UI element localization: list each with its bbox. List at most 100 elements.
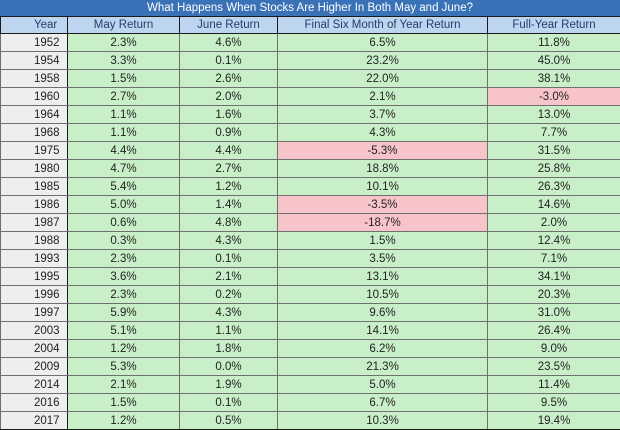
cell-may-return[interactable]: 2.3% [68,250,180,268]
cell-year[interactable]: 1997 [1,304,68,322]
cell-full-year-return[interactable]: 38.1% [488,70,620,88]
cell-final-six-month-return[interactable]: -18.7% [278,214,488,232]
cell-june-return[interactable]: 4.3% [180,304,278,322]
cell-year[interactable]: 2004 [1,340,68,358]
column-header-full-year-return[interactable]: Full-Year Return [488,17,620,34]
cell-may-return[interactable]: 5.3% [68,358,180,376]
cell-may-return[interactable]: 5.9% [68,304,180,322]
cell-full-year-return[interactable]: 11.4% [488,376,620,394]
cell-full-year-return[interactable]: 31.5% [488,142,620,160]
cell-june-return[interactable]: 1.4% [180,196,278,214]
cell-may-return[interactable]: 4.7% [68,160,180,178]
cell-may-return[interactable]: 1.5% [68,394,180,412]
cell-may-return[interactable]: 2.3% [68,286,180,304]
cell-final-six-month-return[interactable]: 3.7% [278,106,488,124]
cell-full-year-return[interactable]: 14.6% [488,196,620,214]
cell-year[interactable]: 2016 [1,394,68,412]
cell-final-six-month-return[interactable]: 10.3% [278,412,488,430]
cell-final-six-month-return[interactable]: 5.0% [278,376,488,394]
cell-final-six-month-return[interactable]: 13.1% [278,268,488,286]
cell-full-year-return[interactable]: 34.1% [488,268,620,286]
cell-final-six-month-return[interactable]: 6.7% [278,394,488,412]
cell-may-return[interactable]: 2.7% [68,88,180,106]
cell-june-return[interactable]: 2.1% [180,268,278,286]
cell-year[interactable]: 1960 [1,88,68,106]
cell-june-return[interactable]: 0.9% [180,124,278,142]
cell-final-six-month-return[interactable]: 6.2% [278,340,488,358]
cell-june-return[interactable]: 4.3% [180,232,278,250]
cell-year[interactable]: 1987 [1,214,68,232]
cell-june-return[interactable]: 0.1% [180,250,278,268]
cell-final-six-month-return[interactable]: -5.3% [278,142,488,160]
cell-year[interactable]: 2014 [1,376,68,394]
cell-full-year-return[interactable]: 9.0% [488,340,620,358]
cell-may-return[interactable]: 0.3% [68,232,180,250]
cell-full-year-return[interactable]: 45.0% [488,52,620,70]
cell-full-year-return[interactable]: 23.5% [488,358,620,376]
cell-year[interactable]: 2009 [1,358,68,376]
cell-full-year-return[interactable]: 7.7% [488,124,620,142]
cell-june-return[interactable]: 1.8% [180,340,278,358]
cell-year[interactable]: 1958 [1,70,68,88]
column-header-may-return[interactable]: May Return [68,17,180,34]
cell-june-return[interactable]: 0.5% [180,412,278,430]
cell-final-six-month-return[interactable]: 2.1% [278,88,488,106]
cell-june-return[interactable]: 1.6% [180,106,278,124]
cell-final-six-month-return[interactable]: 14.1% [278,322,488,340]
cell-final-six-month-return[interactable]: 23.2% [278,52,488,70]
cell-final-six-month-return[interactable]: 22.0% [278,70,488,88]
cell-full-year-return[interactable]: 26.3% [488,178,620,196]
cell-year[interactable]: 1975 [1,142,68,160]
cell-may-return[interactable]: 5.0% [68,196,180,214]
cell-year[interactable]: 1996 [1,286,68,304]
cell-june-return[interactable]: 1.2% [180,178,278,196]
cell-june-return[interactable]: 4.4% [180,142,278,160]
cell-year[interactable]: 1986 [1,196,68,214]
cell-year[interactable]: 1985 [1,178,68,196]
cell-full-year-return[interactable]: 2.0% [488,214,620,232]
cell-may-return[interactable]: 5.4% [68,178,180,196]
cell-may-return[interactable]: 3.3% [68,52,180,70]
cell-may-return[interactable]: 1.2% [68,412,180,430]
cell-june-return[interactable]: 0.2% [180,286,278,304]
cell-year[interactable]: 2003 [1,322,68,340]
cell-final-six-month-return[interactable]: 18.8% [278,160,488,178]
cell-full-year-return[interactable]: 9.5% [488,394,620,412]
cell-june-return[interactable]: 2.0% [180,88,278,106]
cell-year[interactable]: 2017 [1,412,68,430]
cell-full-year-return[interactable]: 12.4% [488,232,620,250]
cell-year[interactable]: 1952 [1,34,68,52]
cell-final-six-month-return[interactable]: -3.5% [278,196,488,214]
cell-year[interactable]: 1995 [1,268,68,286]
cell-june-return[interactable]: 1.9% [180,376,278,394]
cell-final-six-month-return[interactable]: 10.1% [278,178,488,196]
cell-final-six-month-return[interactable]: 10.5% [278,286,488,304]
cell-full-year-return[interactable]: 20.3% [488,286,620,304]
cell-june-return[interactable]: 4.8% [180,214,278,232]
cell-full-year-return[interactable]: 26.4% [488,322,620,340]
cell-may-return[interactable]: 2.1% [68,376,180,394]
cell-full-year-return[interactable]: 11.8% [488,34,620,52]
cell-year[interactable]: 1988 [1,232,68,250]
cell-may-return[interactable]: 3.6% [68,268,180,286]
cell-full-year-return[interactable]: 13.0% [488,106,620,124]
cell-may-return[interactable]: 2.3% [68,34,180,52]
column-header-final-six-month-return[interactable]: Final Six Month of Year Return [278,17,488,34]
cell-june-return[interactable]: 0.1% [180,394,278,412]
cell-final-six-month-return[interactable]: 4.3% [278,124,488,142]
cell-may-return[interactable]: 5.1% [68,322,180,340]
cell-year[interactable]: 1980 [1,160,68,178]
cell-full-year-return[interactable]: 31.0% [488,304,620,322]
cell-may-return[interactable]: 1.2% [68,340,180,358]
cell-year[interactable]: 1968 [1,124,68,142]
cell-full-year-return[interactable]: 7.1% [488,250,620,268]
column-header-year[interactable]: Year [1,17,68,34]
cell-year[interactable]: 1954 [1,52,68,70]
column-header-june-return[interactable]: June Return [180,17,278,34]
cell-final-six-month-return[interactable]: 9.6% [278,304,488,322]
cell-may-return[interactable]: 1.1% [68,106,180,124]
cell-full-year-return[interactable]: 25.8% [488,160,620,178]
cell-june-return[interactable]: 0.0% [180,358,278,376]
cell-final-six-month-return[interactable]: 3.5% [278,250,488,268]
cell-may-return[interactable]: 1.1% [68,124,180,142]
